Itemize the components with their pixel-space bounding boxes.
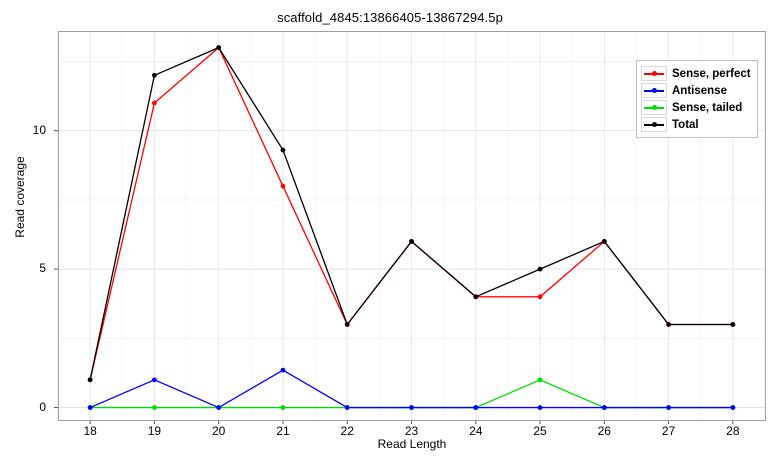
y-tick-label: 0: [39, 399, 46, 414]
data-point: [152, 100, 157, 106]
x-tick-label: 23: [404, 424, 419, 438]
x-tick-label: 21: [276, 424, 290, 438]
data-point: [666, 322, 671, 327]
data-point: [152, 405, 157, 410]
legend-key-sense-tailed-icon: [641, 100, 667, 115]
legend: Sense, perfect Antisense Sense, tailed T…: [636, 60, 758, 138]
x-tick-label: 20: [211, 424, 226, 438]
legend-item[interactable]: Sense, tailed: [641, 99, 751, 116]
x-tick-label: 22: [340, 424, 354, 438]
x-tick-label: 27: [661, 424, 676, 438]
data-point: [730, 322, 736, 327]
data-series: [87, 45, 736, 410]
legend-item[interactable]: Total: [641, 116, 751, 133]
plot-frame: [58, 31, 766, 421]
x-tick-label: 26: [597, 424, 611, 438]
data-point: [730, 405, 736, 410]
data-point: [87, 377, 93, 383]
data-point: [537, 405, 543, 410]
data-point: [280, 367, 286, 373]
x-tick-label: 25: [533, 424, 547, 438]
data-point: [216, 405, 222, 410]
data-point: [216, 45, 222, 51]
legend-item[interactable]: Sense, perfect: [641, 65, 751, 82]
data-point: [280, 405, 286, 410]
data-point: [409, 239, 414, 244]
x-tick-label: 28: [726, 424, 740, 438]
data-point: [409, 405, 414, 410]
data-point: [344, 322, 350, 327]
data-point: [344, 405, 350, 410]
x-tick-label: 19: [147, 424, 162, 438]
y-tick-label: 5: [39, 261, 46, 276]
y-tick-label: 10: [32, 122, 46, 137]
data-point: [152, 377, 157, 383]
x-tick-label: 18: [83, 424, 97, 438]
data-point: [473, 294, 479, 300]
data-point: [280, 147, 286, 153]
data-point: [280, 183, 286, 189]
legend-key-sense-perfect-icon: [641, 66, 667, 81]
data-point: [152, 72, 157, 78]
legend-label: Sense, perfect: [672, 67, 751, 80]
data-point: [666, 405, 671, 410]
data-point: [87, 405, 93, 410]
x-axis-label: Read Length: [377, 437, 447, 451]
legend-key-total-icon: [641, 117, 667, 132]
legend-label: Antisense: [672, 84, 727, 97]
data-point: [601, 405, 607, 410]
legend-label: Total: [672, 118, 699, 131]
data-point: [601, 239, 607, 244]
data-point: [537, 294, 543, 300]
x-tick-label: 24: [469, 424, 483, 438]
legend-item[interactable]: Antisense: [641, 82, 751, 99]
data-point: [537, 266, 543, 272]
data-point: [473, 405, 479, 410]
legend-key-antisense-icon: [641, 83, 667, 98]
chart-title: scaffold_4845:13866405-13867294.5p: [277, 10, 503, 25]
data-point: [537, 377, 543, 383]
legend-label: Sense, tailed: [672, 101, 743, 114]
